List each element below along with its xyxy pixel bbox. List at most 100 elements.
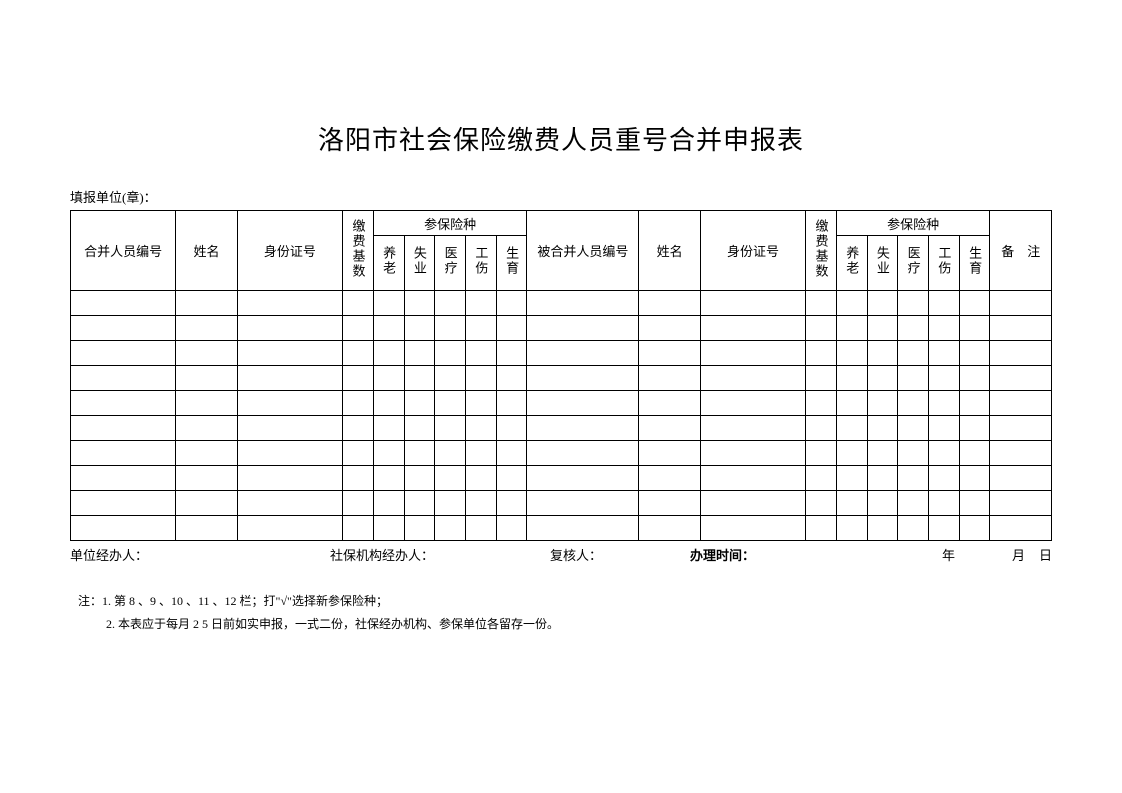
table-cell[interactable] <box>700 491 805 516</box>
table-cell[interactable] <box>71 491 176 516</box>
table-cell[interactable] <box>237 466 342 491</box>
table-cell[interactable] <box>176 316 237 341</box>
table-cell[interactable] <box>898 466 929 491</box>
table-cell[interactable] <box>639 466 700 491</box>
table-cell[interactable] <box>496 491 527 516</box>
table-cell[interactable] <box>639 366 700 391</box>
table-cell[interactable] <box>373 516 404 541</box>
table-cell[interactable] <box>836 291 867 316</box>
table-cell[interactable] <box>959 391 990 416</box>
table-cell[interactable] <box>373 491 404 516</box>
table-cell[interactable] <box>496 516 527 541</box>
table-cell[interactable] <box>867 516 898 541</box>
table-cell[interactable] <box>836 316 867 341</box>
table-cell[interactable] <box>527 516 639 541</box>
table-cell[interactable] <box>836 366 867 391</box>
table-cell[interactable] <box>237 441 342 466</box>
table-cell[interactable] <box>959 366 990 391</box>
table-cell[interactable] <box>990 341 1052 366</box>
table-cell[interactable] <box>343 366 374 391</box>
table-cell[interactable] <box>496 366 527 391</box>
table-cell[interactable] <box>990 391 1052 416</box>
table-cell[interactable] <box>435 366 466 391</box>
table-cell[interactable] <box>990 416 1052 441</box>
table-cell[interactable] <box>806 316 837 341</box>
table-cell[interactable] <box>867 491 898 516</box>
table-cell[interactable] <box>929 341 960 366</box>
table-cell[interactable] <box>806 466 837 491</box>
table-cell[interactable] <box>700 316 805 341</box>
table-cell[interactable] <box>990 291 1052 316</box>
table-cell[interactable] <box>435 441 466 466</box>
table-cell[interactable] <box>806 516 837 541</box>
table-cell[interactable] <box>71 341 176 366</box>
table-cell[interactable] <box>527 441 639 466</box>
table-cell[interactable] <box>176 366 237 391</box>
table-cell[interactable] <box>71 516 176 541</box>
table-cell[interactable] <box>527 491 639 516</box>
table-cell[interactable] <box>496 416 527 441</box>
table-cell[interactable] <box>343 441 374 466</box>
table-cell[interactable] <box>806 391 837 416</box>
table-cell[interactable] <box>700 366 805 391</box>
table-cell[interactable] <box>373 416 404 441</box>
table-cell[interactable] <box>404 416 435 441</box>
table-cell[interactable] <box>343 516 374 541</box>
table-cell[interactable] <box>990 366 1052 391</box>
table-cell[interactable] <box>404 291 435 316</box>
table-cell[interactable] <box>435 491 466 516</box>
table-cell[interactable] <box>898 341 929 366</box>
table-cell[interactable] <box>373 391 404 416</box>
table-cell[interactable] <box>404 516 435 541</box>
table-cell[interactable] <box>237 316 342 341</box>
table-cell[interactable] <box>898 366 929 391</box>
table-cell[interactable] <box>959 291 990 316</box>
table-cell[interactable] <box>898 441 929 466</box>
table-cell[interactable] <box>959 441 990 466</box>
table-cell[interactable] <box>836 341 867 366</box>
table-cell[interactable] <box>898 316 929 341</box>
table-cell[interactable] <box>806 366 837 391</box>
table-cell[interactable] <box>959 341 990 366</box>
table-cell[interactable] <box>806 491 837 516</box>
table-cell[interactable] <box>527 341 639 366</box>
table-cell[interactable] <box>237 341 342 366</box>
table-cell[interactable] <box>990 441 1052 466</box>
table-cell[interactable] <box>898 516 929 541</box>
table-cell[interactable] <box>639 391 700 416</box>
table-cell[interactable] <box>465 341 496 366</box>
table-cell[interactable] <box>867 416 898 441</box>
table-cell[interactable] <box>700 416 805 441</box>
table-cell[interactable] <box>639 316 700 341</box>
table-cell[interactable] <box>237 516 342 541</box>
table-cell[interactable] <box>527 291 639 316</box>
table-cell[interactable] <box>176 491 237 516</box>
table-cell[interactable] <box>71 441 176 466</box>
table-cell[interactable] <box>836 466 867 491</box>
table-cell[interactable] <box>465 391 496 416</box>
table-cell[interactable] <box>929 366 960 391</box>
table-cell[interactable] <box>929 441 960 466</box>
table-cell[interactable] <box>700 341 805 366</box>
table-cell[interactable] <box>836 516 867 541</box>
table-cell[interactable] <box>435 341 466 366</box>
table-cell[interactable] <box>435 416 466 441</box>
table-cell[interactable] <box>343 416 374 441</box>
table-cell[interactable] <box>465 516 496 541</box>
table-cell[interactable] <box>639 441 700 466</box>
table-cell[interactable] <box>71 416 176 441</box>
table-cell[interactable] <box>343 291 374 316</box>
table-cell[interactable] <box>527 366 639 391</box>
table-cell[interactable] <box>700 291 805 316</box>
table-cell[interactable] <box>836 441 867 466</box>
table-cell[interactable] <box>639 516 700 541</box>
table-cell[interactable] <box>959 466 990 491</box>
table-cell[interactable] <box>404 391 435 416</box>
table-cell[interactable] <box>237 291 342 316</box>
table-cell[interactable] <box>898 391 929 416</box>
table-cell[interactable] <box>71 291 176 316</box>
table-cell[interactable] <box>639 291 700 316</box>
table-cell[interactable] <box>929 516 960 541</box>
table-cell[interactable] <box>404 366 435 391</box>
table-cell[interactable] <box>929 291 960 316</box>
